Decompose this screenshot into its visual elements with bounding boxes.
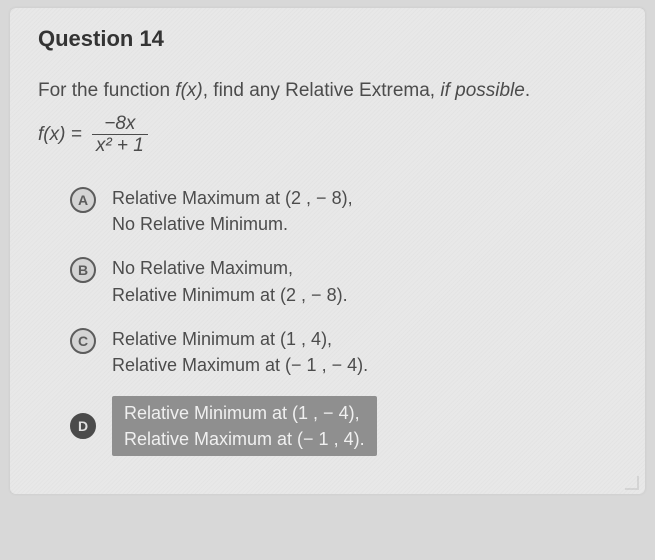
fraction: −8x x² + 1	[92, 113, 148, 158]
fx-label: f(x) =	[38, 124, 82, 146]
option-text-wrap-b: No Relative Maximum, Relative Minimum at…	[112, 255, 348, 307]
option-letter-c: C	[70, 328, 96, 354]
question-card: Question 14 For the function f(x), find …	[10, 8, 645, 494]
prompt-if: if possible	[440, 80, 525, 101]
numerator: −8x	[104, 113, 135, 135]
option-text-wrap-c: Relative Minimum at (1 , 4), Relative Ma…	[112, 326, 368, 378]
question-prompt: For the function f(x), find any Relative…	[38, 78, 617, 105]
option-c-line1: Relative Minimum at (1 , 4),	[112, 326, 368, 352]
option-b-line2: Relative Minimum at (2 , − 8).	[112, 282, 348, 308]
option-c[interactable]: C Relative Minimum at (1 , 4), Relative …	[70, 326, 617, 378]
prompt-pre: For the function	[38, 80, 175, 101]
option-letter-d: D	[70, 413, 96, 439]
resize-corner-icon	[625, 476, 639, 490]
option-d-line2: Relative Maximum at (− 1 , 4).	[124, 426, 365, 452]
option-b-line1: No Relative Maximum,	[112, 255, 348, 281]
option-d[interactable]: D Relative Minimum at (1 , − 4), Relativ…	[70, 396, 617, 456]
options-list: A Relative Maximum at (2 , − 8), No Rela…	[38, 185, 617, 456]
prompt-fx: f(x)	[175, 80, 202, 101]
function-definition: f(x) = −8x x² + 1	[38, 113, 617, 158]
option-text-wrap-a: Relative Maximum at (2 , − 8), No Relati…	[112, 185, 353, 237]
option-text-wrap-d: Relative Minimum at (1 , − 4), Relative …	[112, 396, 377, 456]
option-a[interactable]: A Relative Maximum at (2 , − 8), No Rela…	[70, 185, 617, 237]
option-d-line1: Relative Minimum at (1 , − 4),	[124, 400, 365, 426]
option-a-line1: Relative Maximum at (2 , − 8),	[112, 185, 353, 211]
option-b[interactable]: B No Relative Maximum, Relative Minimum …	[70, 255, 617, 307]
prompt-mid: , find any Relative Extrema,	[203, 80, 441, 101]
option-letter-b: B	[70, 257, 96, 283]
question-title: Question 14	[38, 26, 617, 52]
prompt-end: .	[525, 80, 530, 101]
option-letter-a: A	[70, 187, 96, 213]
denominator: x² + 1	[92, 134, 148, 157]
option-a-line2: No Relative Minimum.	[112, 211, 353, 237]
option-c-line2: Relative Maximum at (− 1 , − 4).	[112, 352, 368, 378]
